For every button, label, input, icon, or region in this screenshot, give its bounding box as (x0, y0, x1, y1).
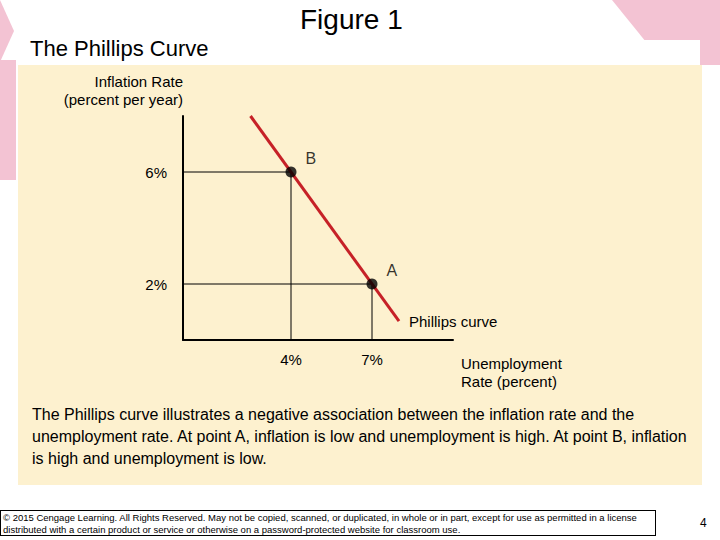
html-text:4: 4 (700, 516, 707, 530)
svg-text:2%: 2% (145, 276, 167, 293)
svg-text:4%: 4% (280, 351, 302, 368)
svg-text:7%: 7% (361, 351, 383, 368)
svg-text:Phillips curve: Phillips curve (409, 313, 497, 330)
html-text:The Phillips curve illustrates: The Phillips curve illustrates a negativ… (32, 406, 687, 467)
svg-text:B: B (306, 150, 317, 167)
html-text:Figure 1: Figure 1 (300, 4, 403, 35)
svg-text:Rate (percent): Rate (percent) (461, 373, 557, 390)
svg-text:A: A (387, 262, 398, 279)
svg-text:Inflation Rate: Inflation Rate (95, 73, 183, 90)
svg-text:(percent per year): (percent per year) (64, 91, 183, 108)
svg-text:Unemployment: Unemployment (461, 355, 563, 372)
svg-text:6%: 6% (145, 164, 167, 181)
html-text:The Phillips Curve: The Phillips Curve (30, 36, 209, 61)
html-text:© 2015 Cengage Learning. All R: © 2015 Cengage Learning. All Rights Rese… (3, 512, 637, 535)
